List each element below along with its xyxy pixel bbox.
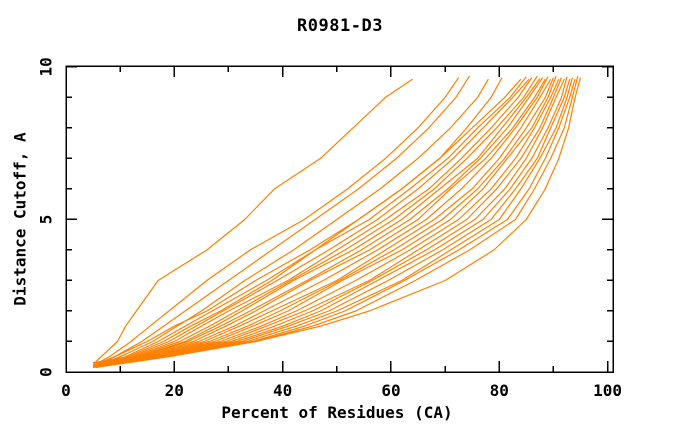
- x-tick-label: 0: [61, 381, 71, 400]
- series-line: [95, 75, 471, 367]
- series-line: [95, 78, 576, 368]
- series-line: [95, 75, 538, 365]
- series-line: [95, 77, 554, 367]
- series-line: [95, 78, 530, 367]
- series-line: [92, 78, 489, 368]
- series-line: [95, 78, 560, 367]
- series-line: [95, 78, 565, 365]
- series-line: [93, 77, 563, 368]
- series-line: [93, 75, 557, 364]
- series-line: [92, 76, 527, 364]
- plot-title: R0981-D3: [297, 16, 383, 36]
- series-line: [93, 77, 573, 367]
- series-line: [95, 77, 503, 365]
- y-tick-label: 10: [37, 57, 56, 76]
- x-tick-label: 40: [273, 381, 292, 400]
- series-line: [92, 77, 533, 368]
- x-tick-label: 20: [165, 381, 184, 400]
- series-line: [95, 77, 544, 364]
- series-line: [95, 77, 582, 367]
- x-axis-label: Percent of Residues (CA): [221, 403, 453, 422]
- series-line: [95, 78, 571, 364]
- y-tick-label: 5: [37, 215, 56, 225]
- series-line: [93, 76, 568, 367]
- series-line: [92, 78, 546, 367]
- x-tick-label: 60: [381, 381, 400, 400]
- series-line: [93, 78, 552, 365]
- y-axis-label: Distance Cutoff, A: [10, 132, 30, 306]
- series-line: [95, 76, 549, 368]
- x-tick-label: 100: [593, 381, 622, 400]
- y-tick-label: 0: [37, 367, 56, 377]
- x-tick-label: 80: [490, 381, 509, 400]
- series-line: [92, 78, 541, 367]
- series-line: [92, 77, 460, 367]
- series-line: [92, 78, 522, 367]
- series-line: [92, 78, 413, 365]
